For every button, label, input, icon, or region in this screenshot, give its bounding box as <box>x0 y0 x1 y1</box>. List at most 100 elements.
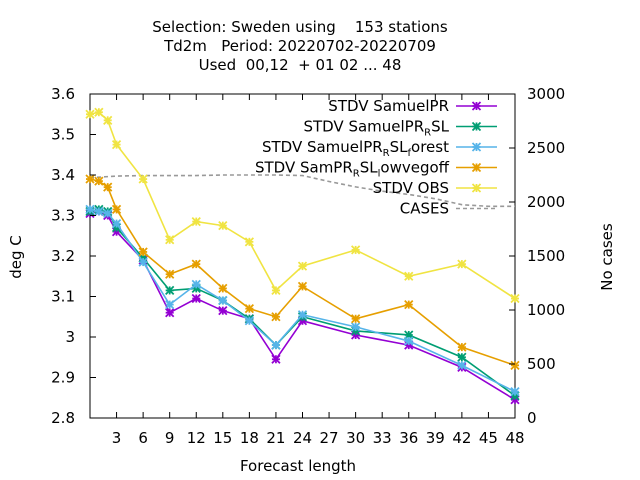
data-point <box>271 354 281 364</box>
data-point <box>138 247 148 257</box>
data-point <box>510 360 520 370</box>
data-point <box>350 322 361 332</box>
data-point <box>297 281 308 292</box>
data-point <box>218 295 228 306</box>
legend-entry-3: STDV SamuelPRRSLforest <box>262 138 497 159</box>
data-point <box>271 340 281 350</box>
series-4 <box>85 174 520 370</box>
legend-marker <box>471 121 482 132</box>
data-point <box>191 293 201 304</box>
x-tick-label: 21 <box>266 429 285 447</box>
data-point <box>510 293 520 304</box>
legend-label-part: owvegoff <box>380 159 449 177</box>
series-3 <box>85 204 520 397</box>
series-2 <box>85 204 520 401</box>
x-tick-label: 12 <box>187 429 206 447</box>
x-tick-label: 3 <box>112 429 122 447</box>
cases-layer <box>90 174 515 208</box>
x-tick-label: 45 <box>479 429 498 447</box>
x-tick-label: 39 <box>426 429 445 447</box>
data-point <box>103 182 113 192</box>
x-tick-label: 33 <box>373 429 392 447</box>
cases-line <box>90 174 515 208</box>
legend-label-part: STDV SamuelPR <box>328 97 449 115</box>
legend-entry-4: STDV SamPRRSLlowvegoff <box>255 159 497 180</box>
data-point <box>218 220 228 231</box>
legend-label-part: SL <box>390 138 409 156</box>
legend-label-part: l <box>378 169 381 180</box>
data-point <box>350 245 361 255</box>
y-tick-label: 3 <box>65 328 75 346</box>
data-point <box>165 299 175 310</box>
data-point <box>85 109 95 119</box>
data-point <box>218 283 228 294</box>
legend-label-part: STDV SamuelPR <box>262 138 383 156</box>
y2-tick-label: 1500 <box>527 247 565 265</box>
series-line <box>89 208 516 393</box>
data-point <box>94 206 104 217</box>
data-point <box>94 107 104 117</box>
data-point <box>111 139 122 150</box>
legend-label-part: STDV SamPR <box>255 159 353 177</box>
data-point <box>297 261 308 271</box>
data-point <box>165 285 175 296</box>
data-point <box>510 387 520 397</box>
x-tick-label: 27 <box>320 429 339 447</box>
data-point <box>457 352 467 362</box>
data-point <box>85 174 95 184</box>
series-layer <box>85 107 520 405</box>
data-point <box>191 279 201 289</box>
data-point <box>404 299 414 310</box>
legend-entry-1: STDV SamuelPR <box>328 97 497 115</box>
y2-tick-label: 500 <box>527 355 556 373</box>
data-point <box>191 259 201 269</box>
x-tick-label: 24 <box>293 429 312 447</box>
title-line-1: Selection: Sweden using 153 stations <box>152 18 448 36</box>
legend-label: STDV OBS <box>373 179 449 197</box>
legend-label-part: f <box>408 148 412 159</box>
data-point <box>244 237 255 247</box>
x-tick-label: 9 <box>165 429 175 447</box>
legend-label-part: R <box>353 169 360 180</box>
legend-marker <box>471 142 482 152</box>
y2-tick-label: 2500 <box>527 139 565 157</box>
data-point <box>111 204 122 215</box>
legend-label-part: R <box>424 128 431 139</box>
legend-entry-2: STDV SamuelPRRSL <box>303 118 497 139</box>
y-tick-label: 3.6 <box>51 85 75 103</box>
data-point <box>404 271 414 281</box>
series-line <box>89 210 516 401</box>
data-point <box>138 174 148 184</box>
y-tick-label: 2.8 <box>51 409 75 427</box>
data-point <box>103 208 113 219</box>
y2-tick-label: 3000 <box>527 85 565 103</box>
x-tick-label: 18 <box>240 429 259 447</box>
legend-label-part: STDV SamuelPR <box>303 118 424 136</box>
y-tick-label: 2.9 <box>51 369 75 387</box>
data-point <box>85 204 95 215</box>
legend-label: STDV SamuelPRRSL <box>303 118 449 139</box>
series-line <box>89 208 516 397</box>
axis-layer: 3 6 9 12 15 18 21 24 27 30 33 36 39 42 45 482.82.933.13… <box>51 85 565 447</box>
data-point <box>457 342 467 352</box>
y-tick-label: 3.2 <box>51 247 75 265</box>
legend-marker <box>471 101 482 111</box>
x-tick-label: 15 <box>213 429 232 447</box>
data-point <box>94 176 104 186</box>
data-point <box>271 285 281 296</box>
y-tick-label: 3.5 <box>51 126 75 144</box>
legend-label: STDV SamuelPR <box>328 97 449 115</box>
y-tick-label: 3.3 <box>51 207 75 225</box>
data-point <box>191 216 201 227</box>
y-axis-label: deg C <box>7 235 25 279</box>
y2-tick-label: 1000 <box>527 301 565 319</box>
chart-title: Selection: Sweden using 153 stations Td2… <box>152 18 448 74</box>
legend-label-part: orest <box>411 138 449 156</box>
data-point <box>457 259 467 269</box>
legend-label-part: SL <box>360 159 379 177</box>
data-point <box>350 314 361 324</box>
x-axis-label: Forecast length <box>240 457 356 475</box>
legend-entry-5: STDV OBS <box>373 179 497 197</box>
